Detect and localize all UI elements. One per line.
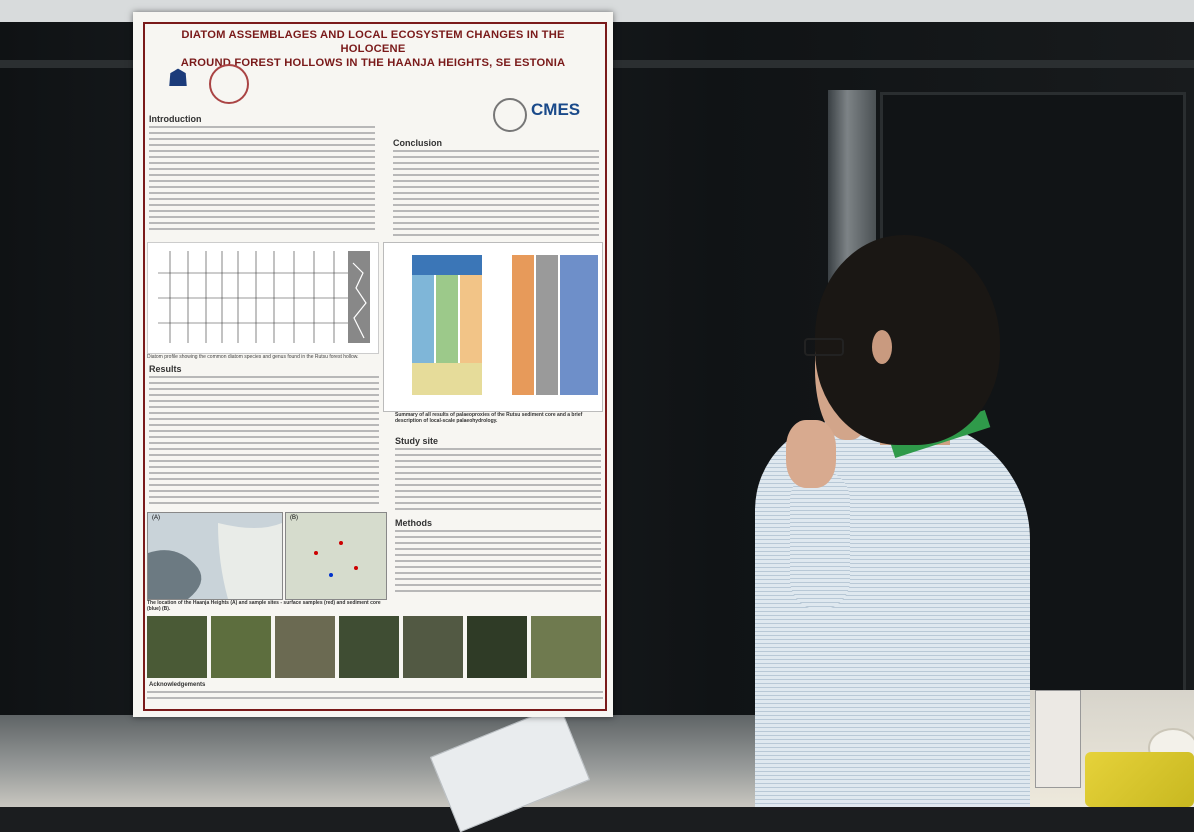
glasses xyxy=(804,338,844,356)
acknowledgements-heading: Acknowledgements xyxy=(149,682,206,688)
baltic-region-map: (A) xyxy=(147,512,283,600)
summary-table-graphic xyxy=(412,255,598,395)
results-heading: Results xyxy=(149,364,182,374)
person-arm xyxy=(790,470,850,610)
yellow-bag xyxy=(1085,752,1194,807)
diatom-profile-graphic xyxy=(158,251,370,343)
forest-photo xyxy=(339,616,399,678)
person-ear xyxy=(872,330,892,364)
forest-photo xyxy=(275,616,335,678)
map-a-label: (A) xyxy=(152,515,160,521)
person-hand-at-chin xyxy=(786,420,836,488)
display-card xyxy=(1035,690,1081,788)
haanja-heights-map: (B) xyxy=(285,512,387,600)
seal-icon xyxy=(493,98,527,132)
forest-photo xyxy=(147,616,207,678)
person-hair xyxy=(815,235,1000,445)
methods-text-block xyxy=(395,530,601,598)
acknowledgements-text-block xyxy=(147,691,603,703)
institution-logo-icon: ☗ xyxy=(167,65,189,92)
diatom-profile-caption: Diatom profile showing the common diatom… xyxy=(147,354,359,360)
forest-photo xyxy=(531,616,601,678)
map-b-label: (B) xyxy=(290,515,298,521)
forest-photo xyxy=(467,616,527,678)
summary-table-caption: Summary of all results of palaeoproxies … xyxy=(395,412,583,424)
introduction-heading: Introduction xyxy=(149,114,202,124)
results-text-block xyxy=(149,376,379,508)
conclusion-text-block xyxy=(393,150,599,236)
forest-photo-strip xyxy=(147,616,603,686)
university-seal-icon xyxy=(209,64,249,104)
diatom-profile-chart xyxy=(147,242,379,354)
methods-heading: Methods xyxy=(395,518,432,528)
study-site-text-block xyxy=(395,448,601,512)
palaeoproxy-summary-table xyxy=(383,242,603,412)
introduction-text-block xyxy=(149,126,375,236)
scientific-poster: DIATOM ASSEMBLAGES AND LOCAL ECOSYSTEM C… xyxy=(133,12,613,717)
poster-title-line-1: DIATOM ASSEMBLAGES AND LOCAL ECOSYSTEM C… xyxy=(181,29,565,55)
conclusion-heading: Conclusion xyxy=(393,138,442,148)
poster-border xyxy=(143,22,607,711)
forest-photo xyxy=(403,616,463,678)
map-caption: The location of the Haanja Heights (A) a… xyxy=(147,600,381,612)
map-a-graphic xyxy=(148,523,282,599)
forest-photo xyxy=(211,616,271,678)
poster-title: DIATOM ASSEMBLAGES AND LOCAL ECOSYSTEM C… xyxy=(151,28,595,70)
cmes-logo: CMES xyxy=(531,100,581,119)
study-site-heading: Study site xyxy=(395,436,439,446)
map-b-graphic xyxy=(314,541,358,577)
poster-title-line-2: AROUND FOREST HOLLOWS IN THE HAANJA HEIG… xyxy=(180,57,566,69)
